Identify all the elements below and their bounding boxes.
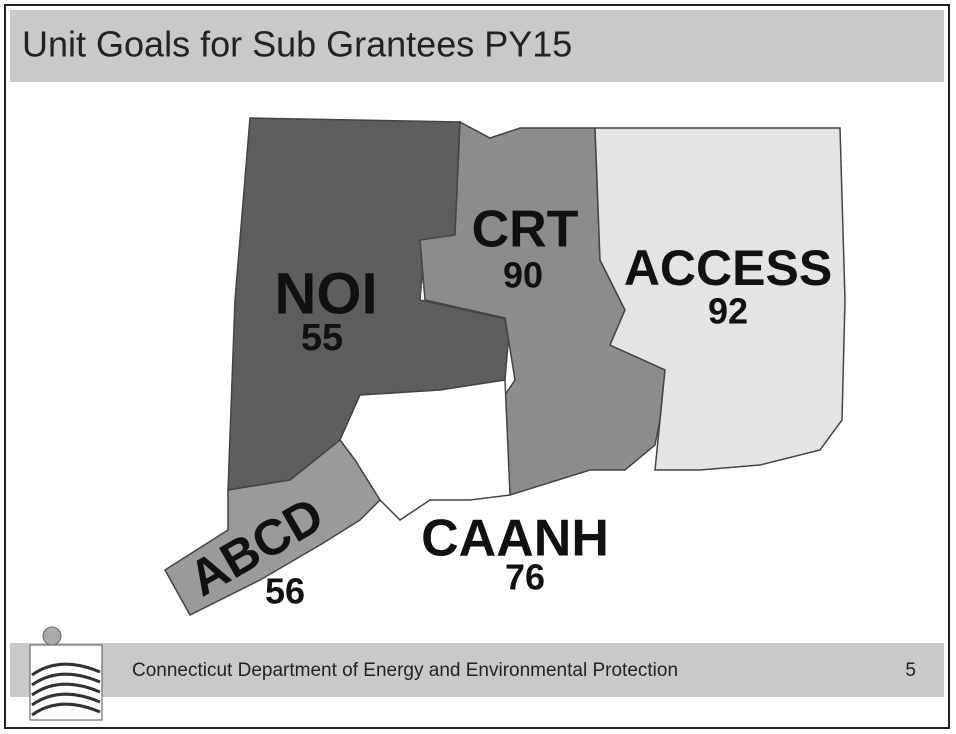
footer-bar bbox=[10, 643, 944, 697]
page-number: 5 bbox=[905, 660, 916, 681]
region-goal: 56 bbox=[265, 571, 305, 612]
region-name: ACCESS bbox=[624, 240, 832, 296]
title-bar bbox=[10, 10, 944, 82]
slide-title: Unit Goals for Sub Grantees PY15 bbox=[22, 24, 572, 65]
region-access bbox=[594, 127, 846, 471]
region-name: CRT bbox=[472, 201, 579, 259]
region-abcd bbox=[164, 438, 381, 616]
region-goal: 90 bbox=[503, 255, 543, 296]
region-name: CAANH bbox=[421, 510, 609, 568]
region-name: NOI bbox=[274, 261, 377, 326]
logo bbox=[29, 626, 103, 721]
map bbox=[164, 117, 846, 616]
region-goal: 76 bbox=[505, 557, 545, 598]
region-goal: 92 bbox=[708, 291, 748, 332]
region-labels: NOI 55 CRT 90 ACCESS 92 CAANH 76 ABCD 56 bbox=[180, 201, 833, 612]
region-goal: 55 bbox=[301, 317, 343, 359]
footer-text: Connecticut Department of Energy and Env… bbox=[132, 660, 678, 681]
